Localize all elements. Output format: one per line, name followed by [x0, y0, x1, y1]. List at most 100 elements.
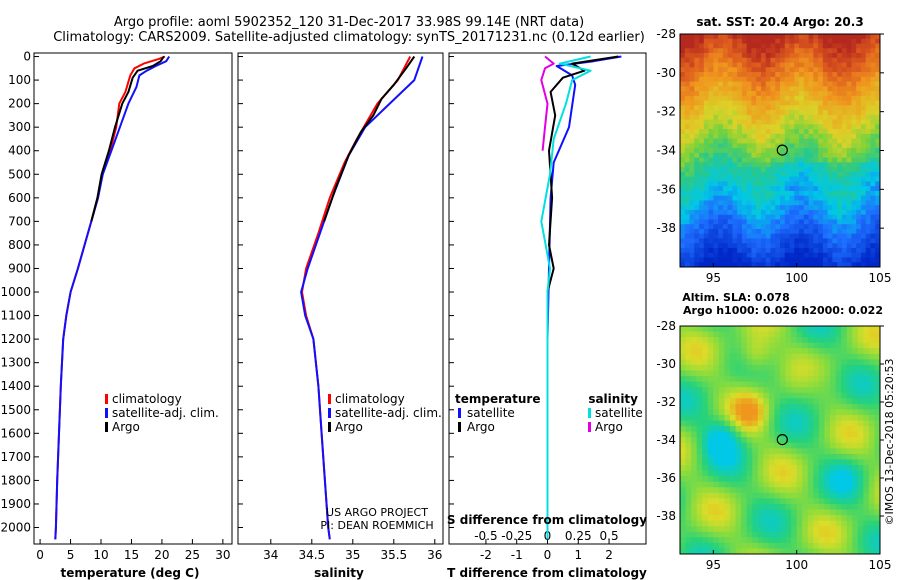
heatmap-cell: [803, 72, 810, 78]
heatmap-cell: [727, 157, 733, 163]
heatmap-cell: [760, 205, 767, 211]
heatmap-cell: [860, 133, 867, 140]
heatmap-cell: [780, 503, 787, 511]
heatmap-cell: [827, 129, 833, 135]
heatmap-cell: [830, 370, 837, 377]
heatmap-cell: [875, 200, 880, 206]
heatmap-cell: [780, 453, 787, 461]
heatmap-cell: [780, 442, 787, 449]
heatmap-cell: [813, 459, 820, 466]
heatmap-cell: [713, 353, 720, 360]
heatmap-cell: [718, 195, 724, 202]
heatmap-cell: [856, 67, 862, 73]
heatmap-cell: [757, 537, 764, 544]
heatmap-cell: [827, 86, 833, 92]
heatmap-cell: [696, 459, 703, 466]
heatmap-cell: [803, 214, 810, 221]
heatmap-cell: [851, 228, 857, 235]
heatmap-cell: [713, 110, 719, 116]
heatmap-cell: [802, 437, 809, 444]
heatmap-cell: [770, 114, 776, 121]
heatmap-cell: [732, 114, 738, 121]
heatmap-cell: [837, 100, 843, 106]
heatmap-cell: [684, 133, 691, 140]
heatmap-cell: [724, 515, 731, 522]
heatmap-cell: [796, 364, 803, 372]
heatmap-cell: [794, 157, 800, 163]
heatmap-cell: [680, 348, 687, 355]
heatmap-cell: [691, 520, 698, 527]
heatmap-cell: [799, 95, 805, 102]
heatmap-cell: [768, 409, 776, 416]
heatmap-cell: [784, 105, 791, 111]
heatmap-cell: [691, 537, 698, 544]
heatmap-cell: [696, 420, 703, 427]
heatmap-cell: [696, 376, 703, 383]
heatmap-cell: [860, 143, 867, 149]
heatmap-cell: [760, 176, 767, 183]
depth-tick-label: 2000: [0, 521, 31, 535]
heatmap-cell: [707, 398, 714, 405]
heatmap-cell: [732, 162, 738, 168]
heatmap-cell: [713, 326, 720, 333]
heatmap-cell: [689, 110, 695, 116]
heatmap-cell: [707, 453, 714, 461]
heatmap-cell: [856, 181, 862, 187]
heatmap-cell: [808, 243, 814, 249]
heatmap-cell: [799, 148, 805, 154]
heatmap-cell: [802, 426, 809, 433]
heatmap-cell: [737, 95, 743, 102]
depth-tick-label: 1500: [0, 403, 31, 417]
heatmap-cell: [875, 209, 880, 216]
heatmap-cell: [752, 409, 759, 416]
heatmap-cell: [818, 176, 824, 183]
heatmap-cell: [857, 409, 864, 416]
heatmap-cell: [713, 152, 719, 159]
heatmap-cell: [799, 214, 805, 221]
heatmap-cell: [863, 398, 870, 405]
heatmap-cell: [685, 420, 692, 427]
heatmap-cell: [830, 342, 837, 349]
heatmap-cell: [702, 509, 709, 516]
heatmap-cell: [722, 214, 729, 221]
heatmap-cell: [774, 448, 781, 455]
heatmap-cell: [741, 420, 748, 427]
heatmap-cell: [775, 57, 781, 64]
depth-tick-label: 1600: [0, 426, 31, 440]
heatmap-cell: [680, 181, 686, 187]
heatmap-cell: [818, 224, 824, 230]
heatmap-cell: [746, 62, 753, 68]
heatmap-cell: [785, 359, 792, 366]
heatmap-cell: [865, 219, 872, 225]
heatmap-cell: [763, 364, 770, 372]
heatmap-cell: [780, 326, 787, 333]
heatmap-cell: [851, 162, 857, 168]
heatmap-cell: [708, 100, 714, 106]
heatmap-cell: [813, 209, 819, 216]
heatmap-cell: [796, 531, 803, 538]
heatmap-cell: [732, 247, 738, 254]
heatmap-cell: [846, 364, 853, 372]
heatmap-cell: [803, 76, 810, 83]
heatmap-cell: [680, 95, 686, 102]
heatmap-cell: [857, 453, 864, 461]
heatmap-cell: [765, 190, 772, 197]
heatmap-cell: [724, 331, 731, 338]
heatmap-cell: [735, 398, 742, 405]
heatmap-cell: [841, 181, 848, 187]
heatmap-cell: [852, 537, 859, 544]
heatmap-cell: [699, 48, 705, 54]
heatmap-cell: [741, 509, 748, 516]
heatmap-cell: [768, 337, 776, 344]
heatmap-cell: [684, 200, 691, 206]
heatmap-cell: [852, 531, 859, 538]
heatmap-cell: [708, 95, 714, 102]
heatmap-cell: [707, 509, 714, 516]
heatmap-cell: [807, 548, 814, 554]
heatmap-cell: [846, 186, 853, 192]
heatmap-cell: [694, 91, 700, 97]
heatmap-cell: [832, 181, 838, 187]
legend-swatch-s-satellite: [588, 408, 591, 418]
heatmap-cell: [874, 548, 880, 554]
heatmap-cell: [746, 531, 753, 538]
